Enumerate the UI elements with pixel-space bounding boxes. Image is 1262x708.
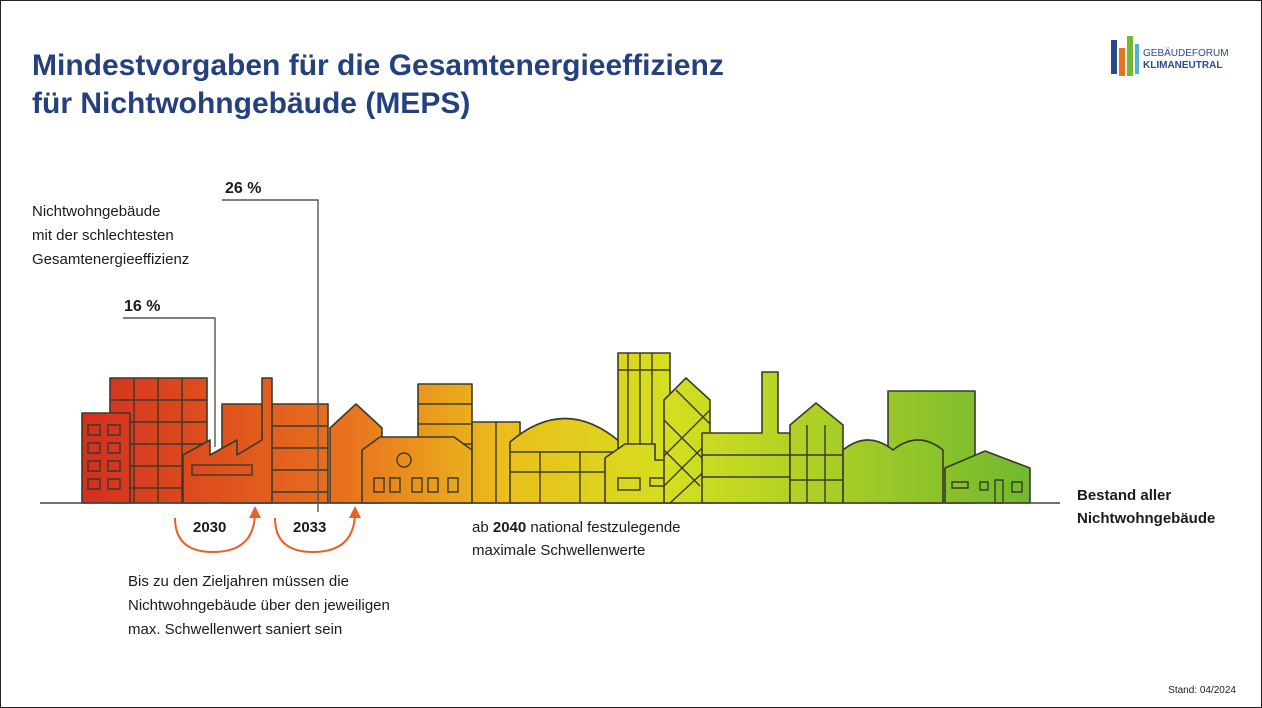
skyline <box>40 353 1060 503</box>
year-label: 2030 <box>193 519 226 536</box>
logo-text: GEBÄUDEFORUM <box>1143 47 1229 59</box>
note: max. Schwellenwert saniert sein <box>128 621 342 638</box>
note-part: ab <box>472 519 493 536</box>
note-part: 2040 <box>493 519 526 536</box>
share-label: 26 % <box>225 180 261 197</box>
note: maximale Schwellenwerte <box>472 542 645 559</box>
axis-label: Bestand aller <box>1077 487 1171 504</box>
note: mit der schlechtesten <box>32 227 174 244</box>
logo: GEBÄUDEFORUM KLIMANEUTRAL <box>1111 36 1229 76</box>
logo-text: KLIMANEUTRAL <box>1143 60 1222 71</box>
infographic: Mindestvorgaben für die Gesamtenergieeff… <box>0 0 1262 708</box>
title-line: für Nichtwohngebäude (MEPS) <box>32 87 470 120</box>
axis-label: Nichtwohngebäude <box>1077 510 1215 527</box>
year-label: 2033 <box>293 519 326 536</box>
note: ab 2040 national festzulegende <box>472 519 681 536</box>
title-line: Mindestvorgaben für die Gesamtenergieeff… <box>32 49 724 82</box>
note: Nichtwohngebäude über den jeweiligen <box>128 597 390 614</box>
footer-date: Stand: 04/2024 <box>1168 685 1236 696</box>
note: Nichtwohngebäude <box>32 203 160 220</box>
note-part: national festzulegende <box>526 519 680 536</box>
note: Gesamtenergieeffizienz <box>32 251 189 268</box>
note: Bis zu den Zieljahren müssen die <box>128 573 349 590</box>
share-label: 16 % <box>124 298 160 315</box>
